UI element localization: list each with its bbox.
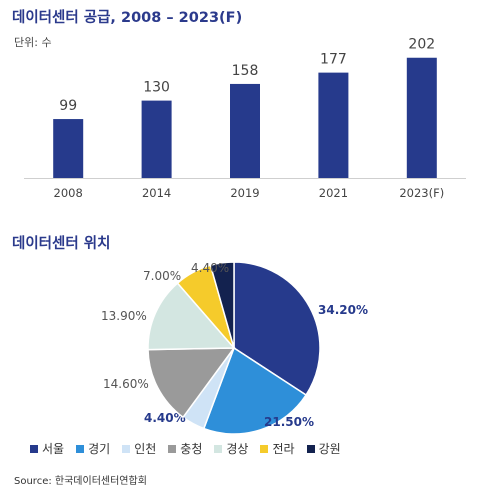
legend-swatch — [76, 444, 85, 453]
pie-chart: 34.20% 21.50% 4.40% 14.60% 13.90% 7.00% 4.40% — [101, 261, 368, 435]
source-note: Source: 한국데이터센터연합회 — [14, 476, 147, 487]
x-tick-label: 2008 — [54, 186, 83, 200]
legend-label: 서울 — [42, 442, 65, 456]
bar-chart: 99 2008 130 2014 158 2019 177 2021 202 2023(F) — [24, 37, 466, 200]
bar-value-label: 99 — [59, 98, 77, 114]
legend-label: 인천 — [134, 442, 157, 456]
legend-swatch — [30, 444, 38, 453]
legend-swatch — [168, 444, 177, 453]
legend-label: 충청 — [180, 442, 203, 456]
legend-label: 경기 — [88, 442, 111, 456]
pie-slice-label: 34.20% — [318, 303, 368, 317]
legend-item-경상: 경상 — [214, 440, 248, 457]
legend-swatch — [306, 444, 315, 453]
pie-slice-label: 4.40% — [144, 411, 186, 425]
legend-swatch — [122, 444, 131, 453]
legend-item-충청: 충청 — [168, 440, 202, 457]
bar-value-label: 158 — [232, 63, 259, 79]
pie-slice-충청 — [147, 347, 236, 419]
legend-item-경기: 경기 — [76, 440, 110, 457]
pie-slice-강원 — [209, 261, 235, 349]
bar-chart-title: 데이터센터 공급, 2008 – 2023(F) — [12, 10, 243, 26]
bar-value-label: 130 — [143, 80, 170, 96]
bar-value-label: 202 — [408, 37, 435, 53]
pie-slice-경상 — [147, 282, 236, 351]
legend-item-전라: 전라 — [260, 440, 295, 457]
pie-slice-경기 — [202, 346, 308, 435]
bar-2019 — [230, 83, 260, 178]
legend-label: 경상 — [226, 442, 249, 456]
pie-legend: 서울 경기 인천 충청 경상 전라 강원 — [30, 440, 341, 457]
pie-slice-label: 14.60% — [103, 377, 149, 391]
legend-swatch — [260, 444, 269, 453]
pie-slice-label: 7.00% — [143, 269, 181, 283]
legend-item-서울: 서울 — [30, 440, 64, 457]
x-tick-label: 2019 — [230, 186, 259, 200]
unit-label: 단위: 수 — [14, 36, 52, 49]
pie-slice-label: 13.90% — [101, 309, 147, 323]
pie-slice-label: 4.40% — [191, 261, 229, 275]
legend-item-인천: 인천 — [122, 440, 156, 457]
bar-2023(F) — [406, 57, 437, 179]
bar-2021 — [318, 72, 349, 178]
bar-value-label: 177 — [320, 52, 347, 68]
bar-2014 — [141, 100, 172, 178]
legend-swatch — [214, 444, 223, 453]
legend-label: 강원 — [318, 442, 341, 456]
x-tick-label: 2014 — [142, 186, 171, 200]
legend-item-강원: 강원 — [306, 440, 341, 457]
legend-label: 전라 — [272, 442, 295, 456]
pie-slice-label: 21.50% — [264, 415, 314, 429]
x-tick-label: 2023(F) — [399, 186, 444, 200]
pie-chart-title: 데이터센터 위치 — [12, 236, 111, 252]
bar-2008 — [53, 119, 84, 178]
x-tick-label: 2021 — [319, 186, 348, 200]
